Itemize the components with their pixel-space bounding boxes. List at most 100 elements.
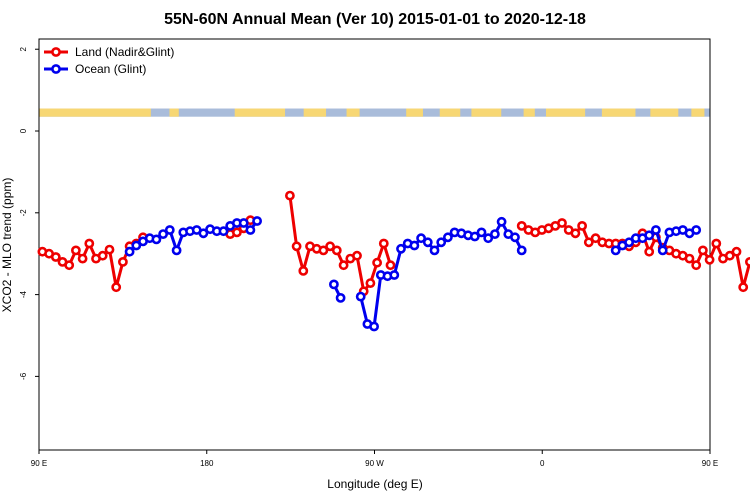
data-point <box>369 321 379 332</box>
data-point <box>328 279 339 290</box>
y-tick-label: -6 <box>19 372 28 380</box>
data-point <box>325 241 335 252</box>
data-point <box>436 237 447 248</box>
y-tick-label: 0 <box>19 128 28 133</box>
data-point <box>684 253 695 264</box>
band-land-segment <box>650 108 679 117</box>
data-point <box>378 238 389 249</box>
data-point <box>442 232 453 243</box>
data-point <box>429 245 440 256</box>
data-point <box>124 246 135 257</box>
data-point <box>469 231 480 242</box>
data-point <box>385 260 396 271</box>
data-point <box>396 243 406 254</box>
data-point <box>651 225 661 235</box>
data-point <box>131 240 142 251</box>
data-point <box>557 218 567 228</box>
data-point <box>64 260 75 271</box>
data-point <box>644 230 655 241</box>
band-land-segment <box>691 108 705 117</box>
band-ocean-background <box>39 108 710 117</box>
x-tick-label: 0 <box>540 459 545 468</box>
data-point <box>365 278 376 288</box>
data-point <box>84 238 95 249</box>
data-point <box>151 234 162 245</box>
data-point <box>496 216 507 227</box>
data-point <box>691 260 702 271</box>
band-land-segment <box>39 108 151 117</box>
data-point <box>158 229 168 239</box>
data-point <box>590 233 601 244</box>
band-land-segment <box>346 108 360 117</box>
data-point <box>389 270 400 280</box>
data-point <box>338 260 349 271</box>
data-point <box>738 282 749 293</box>
data-point <box>118 256 128 267</box>
data-point <box>284 190 295 201</box>
legend: Land (Nadir&Glint) Ocean (Glint) <box>44 45 174 76</box>
chart-title: 55N-60N Annual Mean (Ver 10) 2015-01-01 … <box>164 11 586 28</box>
band-land-segment <box>303 108 327 117</box>
data-point <box>291 241 302 252</box>
data-point <box>218 226 229 237</box>
data-point <box>657 245 668 256</box>
series-ocean <box>124 216 702 332</box>
data-point <box>610 245 621 256</box>
y-tick-label: -2 <box>19 209 28 217</box>
series-line <box>288 195 392 293</box>
data-point <box>318 245 329 256</box>
data-point <box>231 227 242 238</box>
data-point <box>245 225 256 235</box>
data-point <box>704 254 715 265</box>
y-tick-label: 2 <box>19 46 28 51</box>
legend-ocean-marker <box>51 64 61 74</box>
data-point <box>516 245 527 256</box>
data-point <box>698 245 708 256</box>
data-point <box>724 250 735 261</box>
band-land-segment <box>169 108 179 117</box>
data-point <box>583 237 594 248</box>
band-land-segment <box>545 108 586 117</box>
band-land-segment <box>234 108 286 117</box>
x-tick-label: 90 E <box>702 459 718 468</box>
data-point <box>331 245 342 256</box>
data-point <box>352 250 362 261</box>
x-axis: 90 E 180 90 W 0 90 E <box>31 450 718 468</box>
data-point <box>77 253 88 264</box>
x-tick-label: 90 E <box>31 459 47 468</box>
data-point <box>644 246 655 257</box>
x-tick-label: 90 W <box>365 459 384 468</box>
data-point <box>71 245 81 256</box>
legend-land-marker <box>51 47 61 57</box>
data-point <box>570 228 581 239</box>
data-point <box>50 252 61 262</box>
data-point <box>510 232 520 243</box>
data-point <box>171 245 182 256</box>
data-point <box>355 291 366 302</box>
data-point <box>483 233 494 244</box>
data-point <box>516 220 527 231</box>
x-tick-label: 180 <box>200 459 214 468</box>
data-point <box>335 292 346 303</box>
y-axis: 2 0 -2 -4 -6 <box>19 46 39 380</box>
data-point <box>416 233 426 244</box>
data-point <box>422 237 433 248</box>
legend-ocean-label: Ocean (Glint) <box>75 62 146 76</box>
band-land-segment <box>523 108 535 117</box>
band-land-segment <box>406 108 423 117</box>
band-land-segment <box>439 108 461 117</box>
data-point <box>489 229 500 239</box>
series-layer <box>37 190 750 332</box>
data-point <box>624 237 634 248</box>
data-point <box>298 265 309 276</box>
data-point <box>104 244 115 255</box>
data-point <box>111 282 122 293</box>
data-point <box>691 225 702 235</box>
land-ocean-band <box>39 108 710 117</box>
data-point <box>711 238 722 249</box>
y-tick-label: -4 <box>19 290 28 298</box>
data-point <box>731 246 742 257</box>
band-land-segment <box>471 108 502 117</box>
